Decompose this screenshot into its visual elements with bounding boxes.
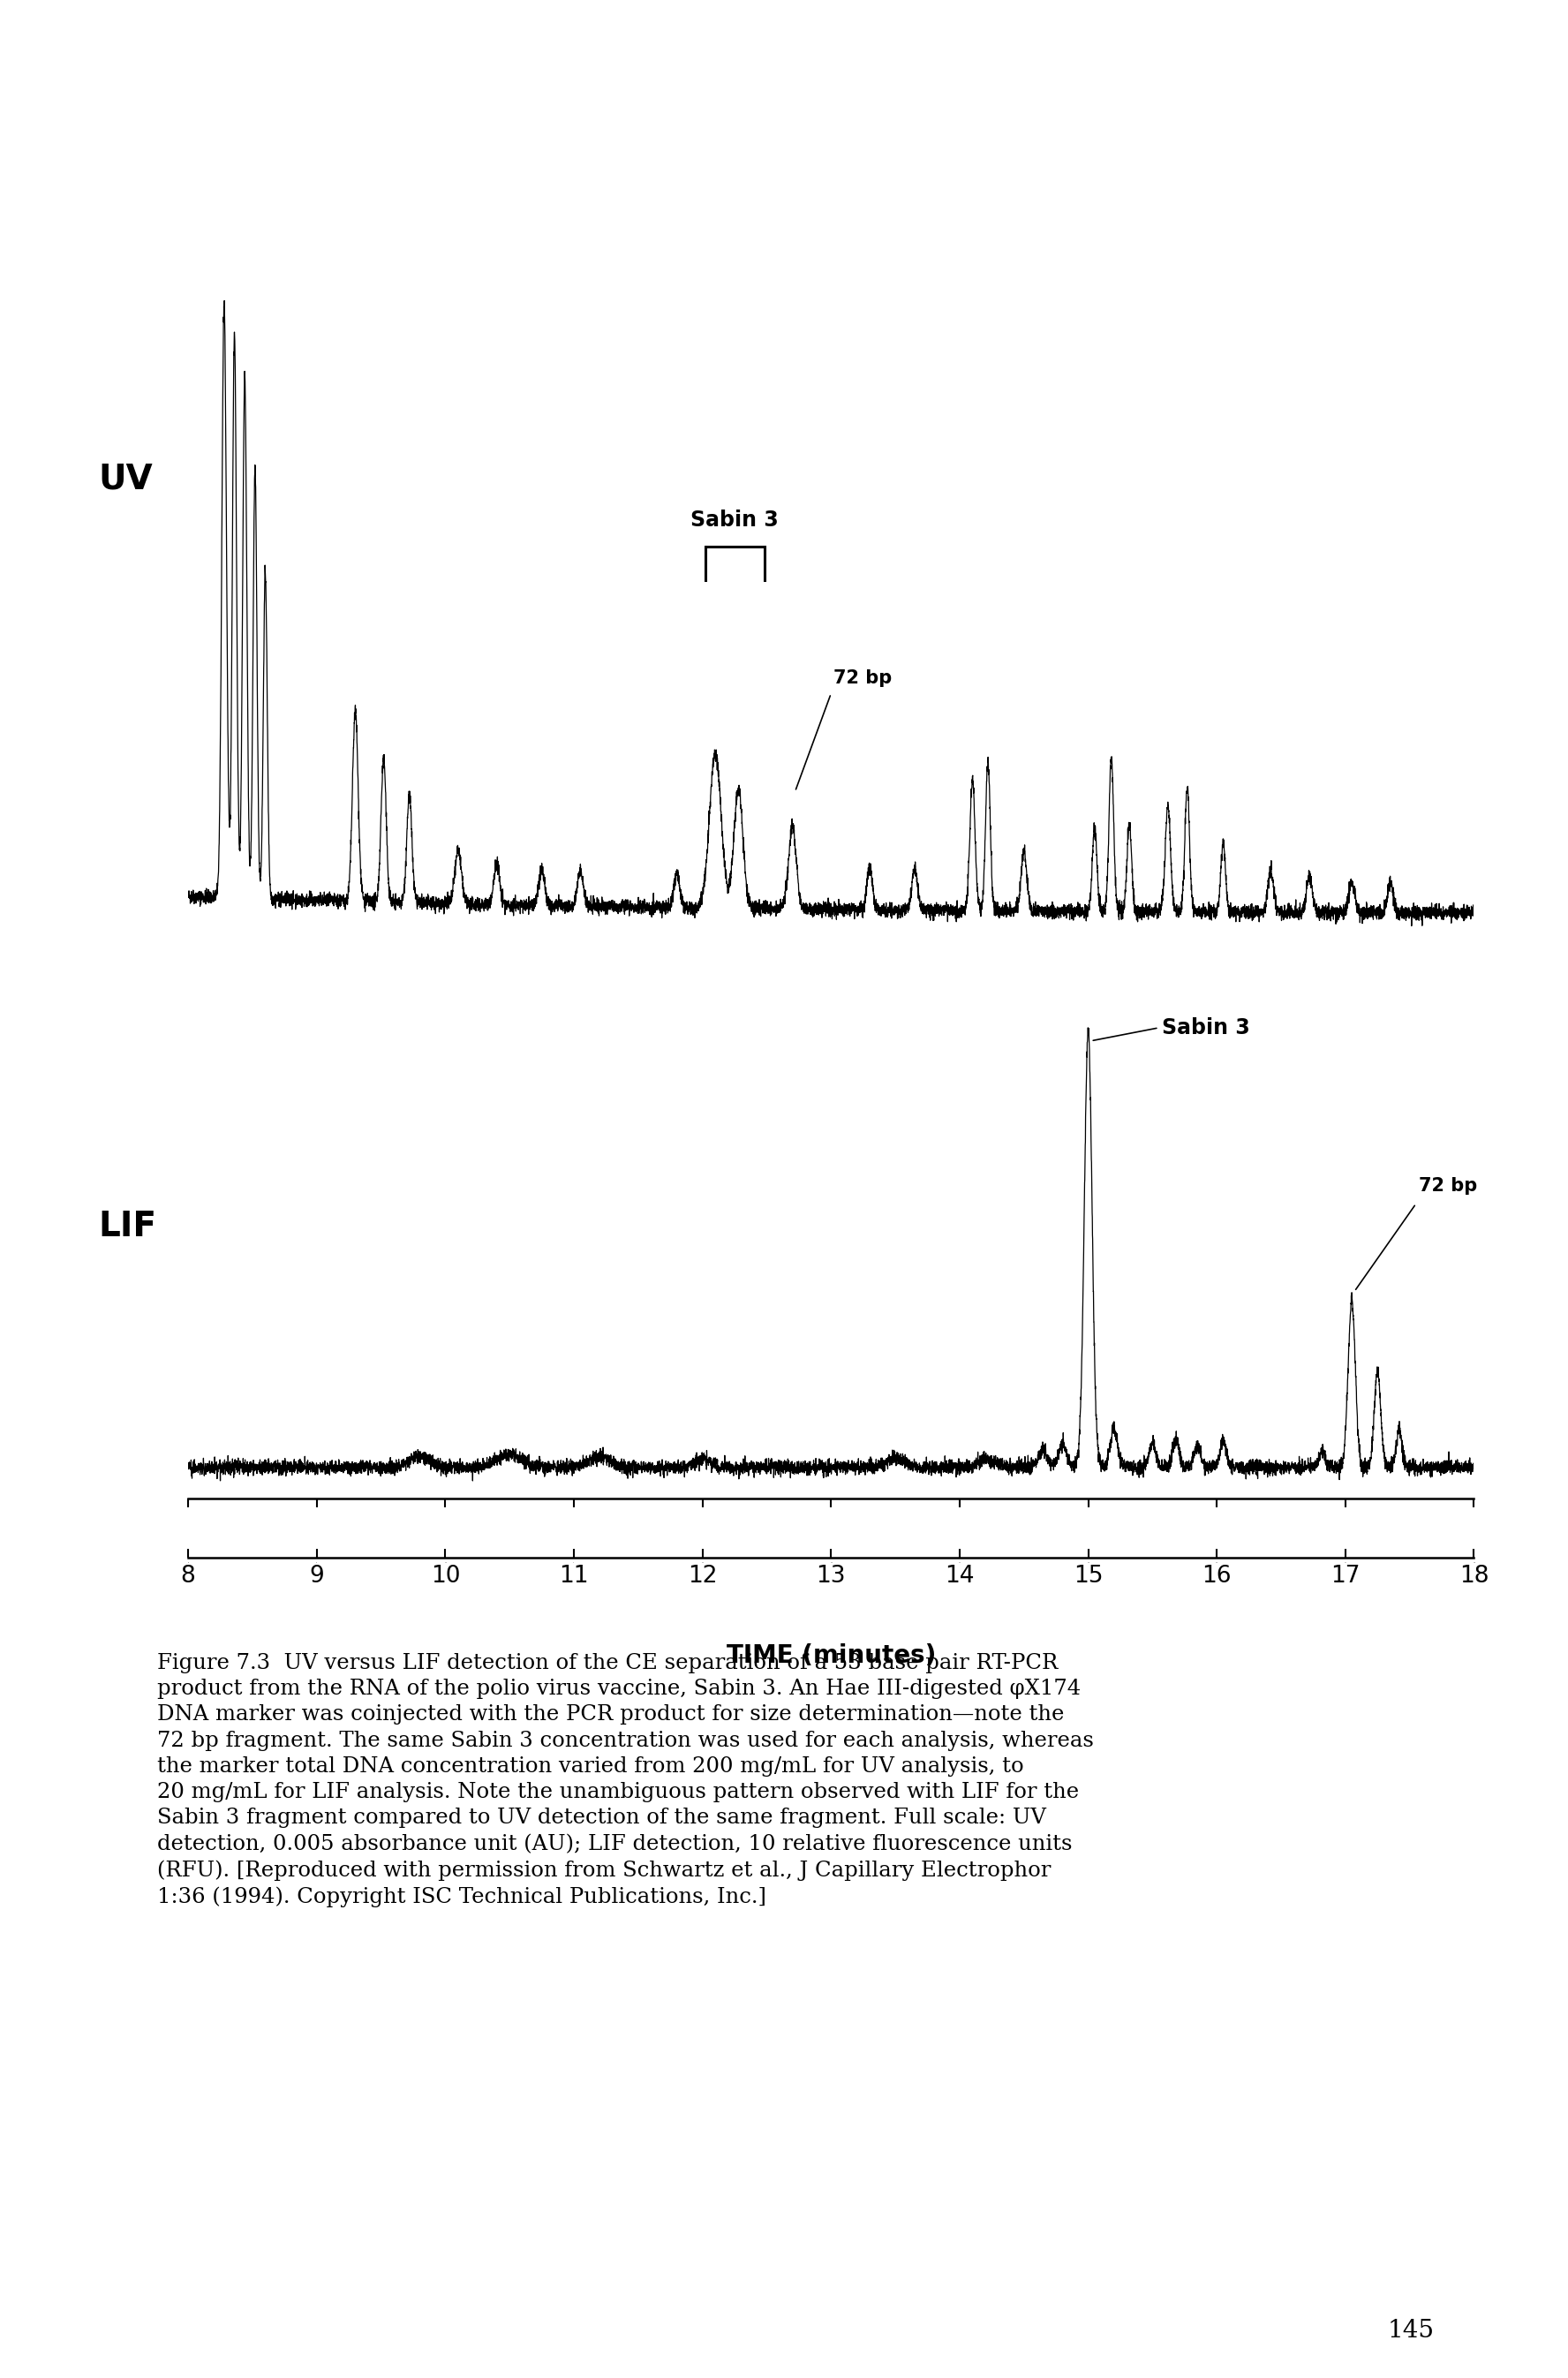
Text: 17: 17 [1331, 1565, 1359, 1589]
Text: 145: 145 [1388, 2319, 1435, 2342]
Text: 13: 13 [817, 1565, 845, 1589]
Text: 15: 15 [1074, 1565, 1102, 1589]
Text: 10: 10 [431, 1565, 459, 1589]
Text: 16: 16 [1203, 1565, 1231, 1589]
Text: 72 bp: 72 bp [1419, 1177, 1477, 1194]
Text: 12: 12 [688, 1565, 717, 1589]
Text: TIME (minutes): TIME (minutes) [726, 1643, 936, 1667]
Text: UV: UV [99, 464, 152, 497]
Text: Sabin 3: Sabin 3 [690, 509, 779, 530]
Text: 18: 18 [1460, 1565, 1488, 1589]
Text: 9: 9 [309, 1565, 325, 1589]
Text: Sabin 3: Sabin 3 [1162, 1018, 1250, 1039]
Text: 8: 8 [180, 1565, 196, 1589]
Text: LIF: LIF [99, 1210, 157, 1244]
Text: 11: 11 [560, 1565, 588, 1589]
Text: 14: 14 [946, 1565, 974, 1589]
Text: Figure 7.3  UV versus LIF detection of the CE separation of a 53 base pair RT-PC: Figure 7.3 UV versus LIF detection of th… [157, 1653, 1093, 1907]
Text: 72 bp: 72 bp [834, 671, 892, 687]
